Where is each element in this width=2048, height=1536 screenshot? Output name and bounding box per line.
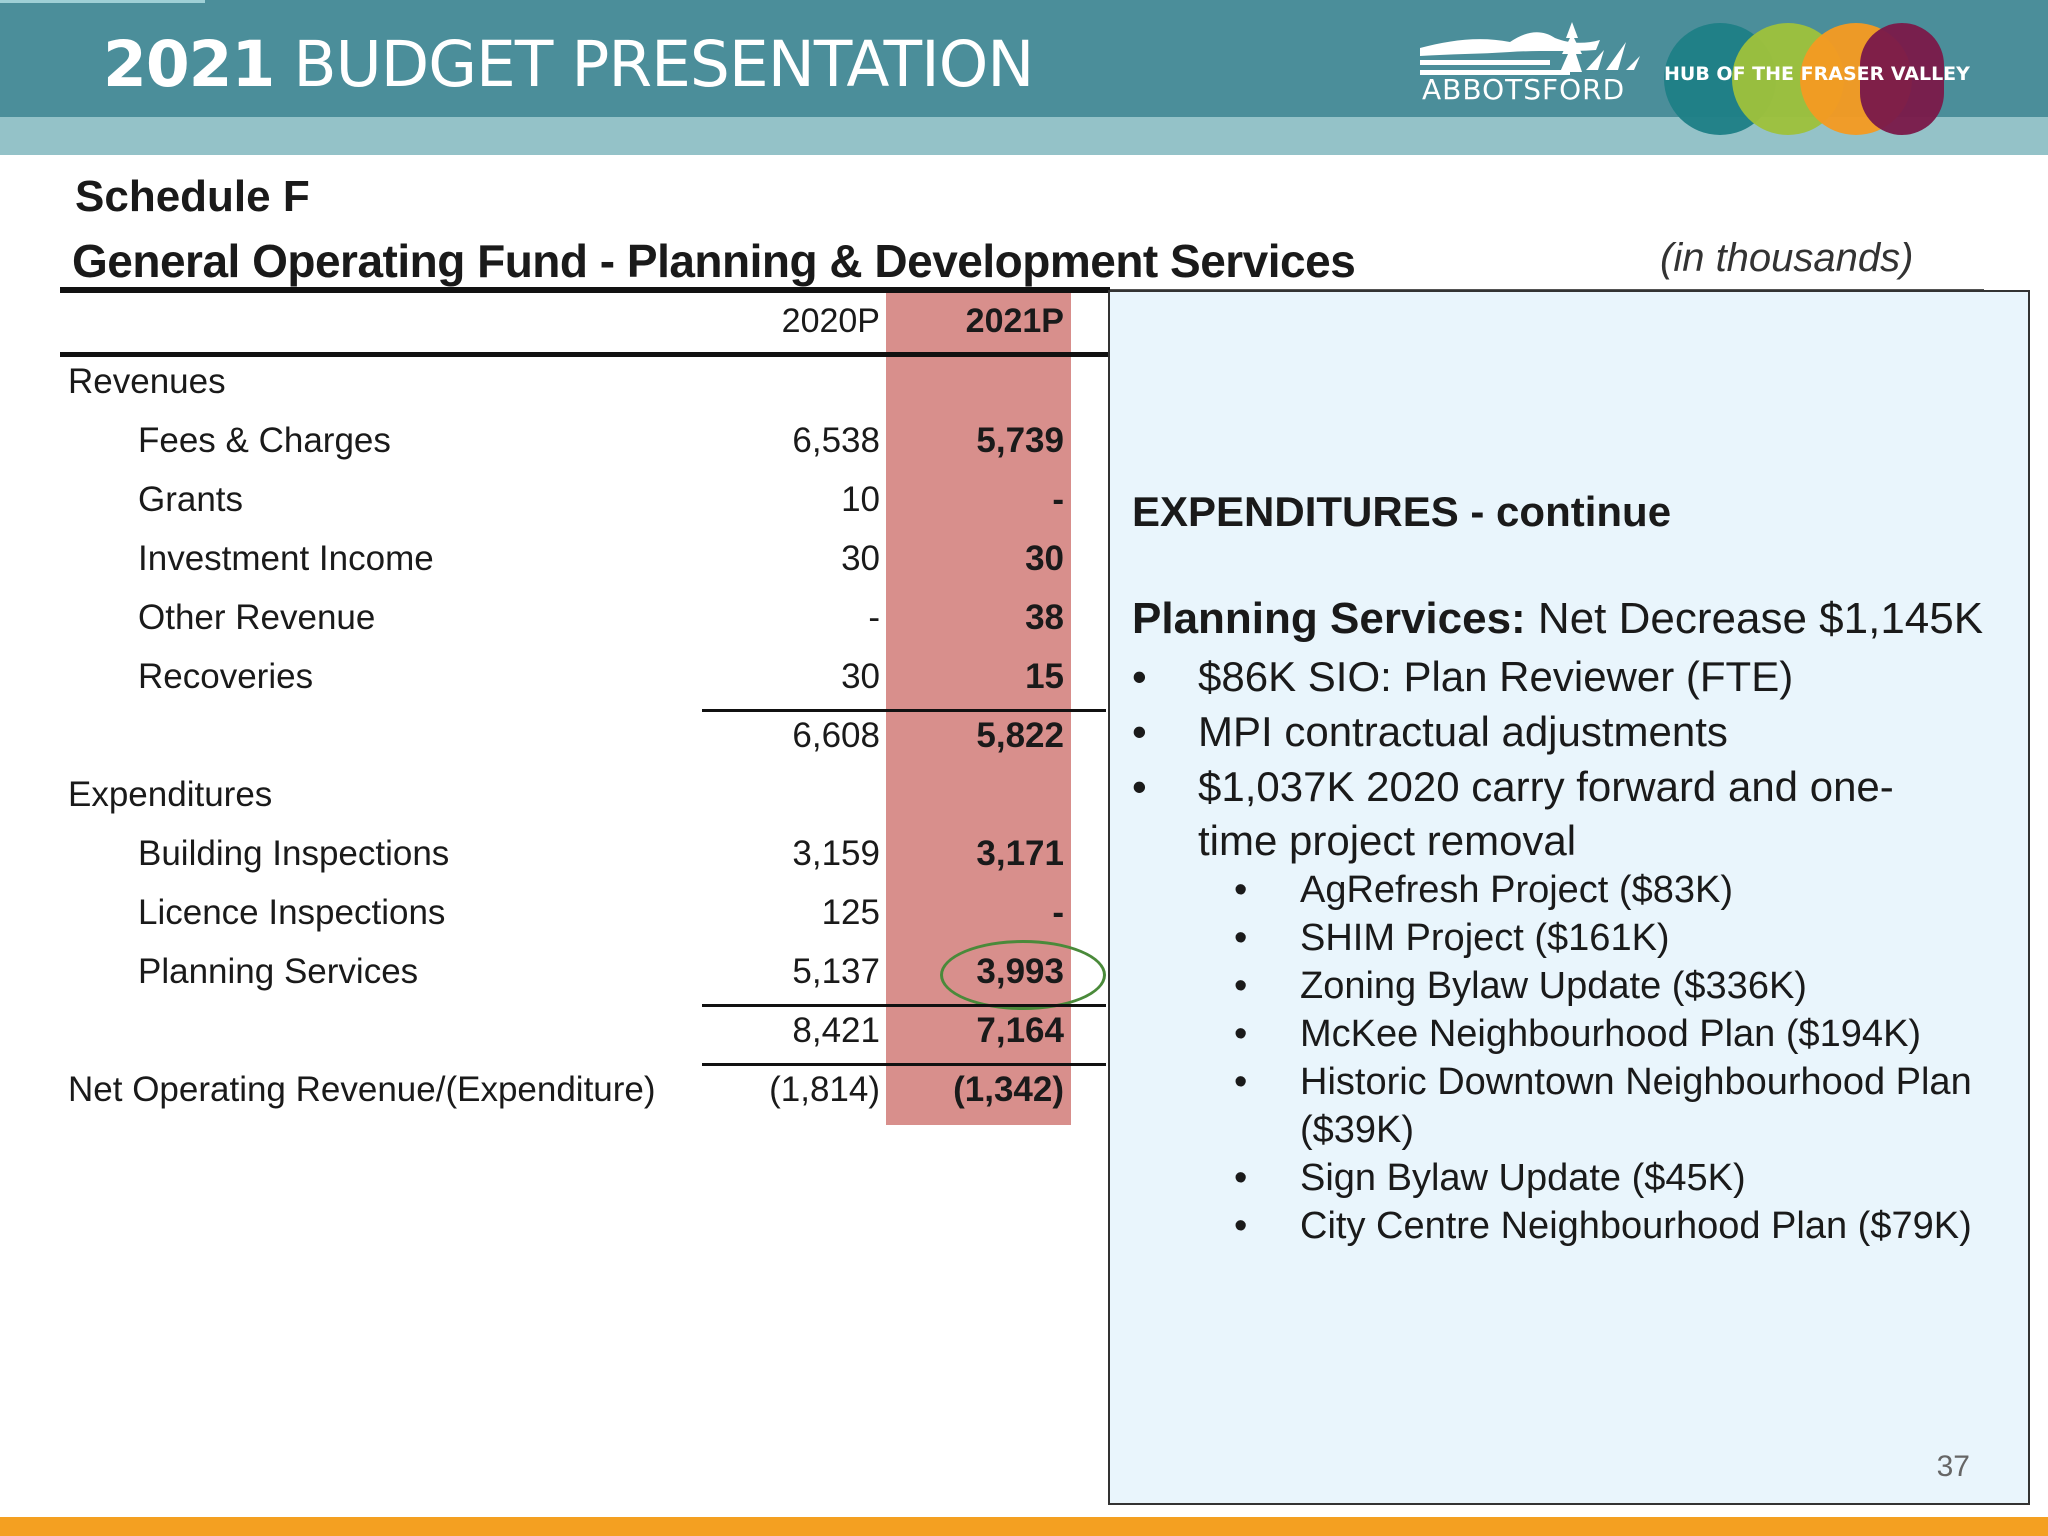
value-2020: 125 [821,893,880,932]
subtotal-rule [702,1063,1106,1066]
value-2020: (1,814) [769,1070,880,1109]
value-2020: 6,538 [792,421,880,460]
table-row-revenue-total: 6,608 5,822 [0,716,1100,760]
bullet-icon: • [1234,965,1248,1007]
value-2021: 30 [1025,539,1064,578]
value-2021: 15 [1025,657,1064,696]
highlight-circle [940,940,1106,1010]
sub-bullet-text: Historic Downtown Neighbourhood Plan [1300,1061,1972,1103]
row-label: Licence Inspections [138,893,446,932]
sub-bullet-text: SHIM Project ($161K) [1300,917,1670,959]
bullet-icon: • [1234,869,1248,911]
bullet-icon: • [1132,708,1147,755]
bullet-icon: • [1234,917,1248,959]
schedule-subtitle: General Operating Fund - Planning & Deve… [72,235,1356,287]
sub-bullet-text: AgRefresh Project ($83K) [1300,869,1733,911]
value-2021: 7,164 [976,1011,1064,1050]
sub-bullet-text: ($39K) [1300,1109,1415,1151]
logo-text: ABBOTSFORD [1422,73,1626,106]
notes-summary: Planning Services: Net Decrease $1,145K [1132,594,1983,644]
subtotal-rule [702,709,1106,712]
value-2020: 3,159 [792,834,880,873]
row-label: Net Operating Revenue/(Expenditure) [68,1070,656,1109]
row-label: Building Inspections [138,834,450,873]
table-row-expenditures: Expenditures [0,775,1100,819]
value-2020: 30 [841,657,880,696]
hub-logo: HUB OF THE FRASER VALLEY [1664,23,1970,135]
table-row: Investment Income 30 30 [0,539,1100,583]
bullet-text: $86K SIO: Plan Reviewer (FTE) [1198,653,1794,700]
hub-text: HUB OF THE FRASER VALLEY [1664,63,1970,85]
value-2020: 30 [841,539,880,578]
value-2020: 8,421 [792,1011,880,1050]
page-number: 37 [1936,1450,1970,1483]
value-2020: 5,137 [792,952,880,991]
bullet-icon: • [1234,1061,1248,1103]
sub-bullet-text: City Centre Neighbourhood Plan ($79K) [1300,1205,1972,1247]
row-label: Recoveries [138,657,314,696]
table-top-rule [60,287,1110,293]
notes-summary-text: Net Decrease $1,145K [1525,594,1984,643]
bullet-text: $1,037K 2020 carry forward and one- [1198,763,1894,810]
bullet-icon: • [1132,653,1147,700]
table-row-planning-services: Planning Services 5,137 3,993 [0,952,1100,996]
column-header-2021: 2021P [965,302,1064,340]
abbotsford-logo-icon [1420,22,1640,75]
bullet-icon: • [1234,1205,1248,1247]
row-label: Grants [138,480,244,519]
row-label: Investment Income [138,539,434,578]
notes-heading: EXPENDITURES - continue [1132,488,1672,535]
value-2021: 38 [1025,598,1064,637]
schedule-title: Schedule F [75,172,310,221]
subtotal-rule [702,1004,1106,1007]
bullet-text: time project removal [1198,817,1577,864]
footer-bar [0,1517,2048,1536]
value-2021: - [1052,480,1064,519]
table-row: Recoveries 30 15 [0,657,1100,701]
bullet-icon: • [1234,1157,1248,1199]
value-2021: 3,171 [976,834,1064,873]
row-label: Planning Services [138,952,419,991]
row-label: Other Revenue [138,598,376,637]
title-year: 2021 [103,28,275,101]
table-row: Building Inspections 3,159 3,171 [0,834,1100,878]
header-accent [0,0,205,3]
value-2021: (1,342) [953,1070,1064,1109]
notes-summary-label: Planning Services: [1132,594,1526,643]
row-label: Expenditures [68,775,273,814]
value-2021: - [1052,893,1064,932]
bullet-text: MPI contractual adjustments [1198,708,1728,755]
table-header-rule [60,352,1110,357]
table-row-expenditure-total: 8,421 7,164 [0,1011,1100,1055]
bullet-icon: • [1234,1013,1248,1055]
table-row: Fees & Charges 6,538 5,739 [0,421,1100,465]
sub-bullet-text: Sign Bylaw Update ($45K) [1300,1157,1746,1199]
table-row-net-operating: Net Operating Revenue/(Expenditure) (1,8… [0,1070,1100,1114]
sub-bullet-text: Zoning Bylaw Update ($336K) [1300,965,1807,1007]
table-row: Grants 10 - [0,480,1100,524]
column-header-2020: 2020P [781,302,880,340]
value-2020: 6,608 [792,716,880,755]
table-row: Licence Inspections 125 - [0,893,1100,937]
table-row-revenues: Revenues [0,362,1100,406]
value-2020: 10 [841,480,880,519]
value-2021: 5,739 [976,421,1064,460]
units-note: (in thousands) [1660,236,1914,280]
value-2021: 5,822 [976,716,1064,755]
page-title: 2021 BUDGET PRESENTATION [103,28,1034,101]
table-row: Other Revenue - 38 [0,598,1100,642]
row-label: Revenues [68,362,226,401]
title-text: BUDGET PRESENTATION [293,28,1034,101]
bullet-icon: • [1132,763,1147,810]
hub-circle-plum [1860,23,1944,135]
notes-panel: EXPENDITURES - continue Planning Service… [1108,290,2030,1505]
value-2020: - [868,598,880,637]
row-label: Fees & Charges [138,421,391,460]
sub-bullet-text: McKee Neighbourhood Plan ($194K) [1300,1013,1922,1055]
